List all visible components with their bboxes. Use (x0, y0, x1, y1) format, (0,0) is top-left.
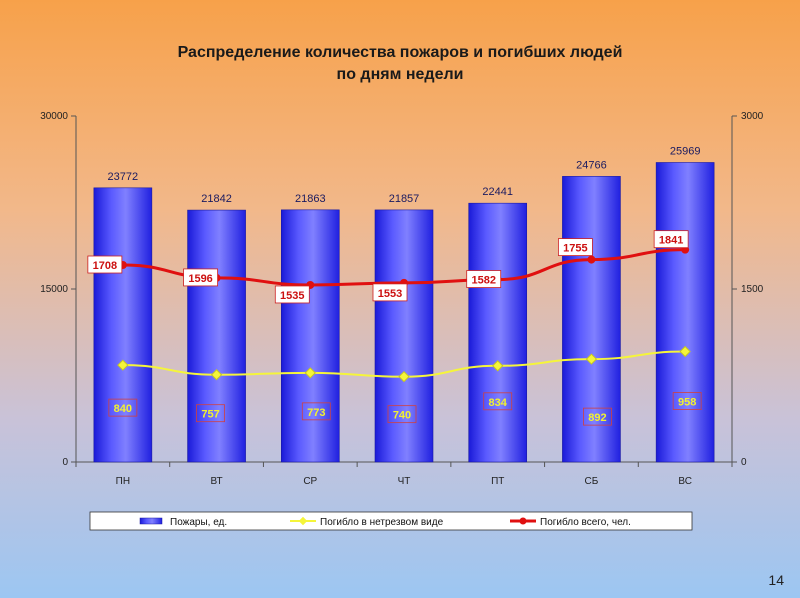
drunk-value-label: 840 (114, 403, 132, 415)
bar-fires (280, 209, 340, 463)
total-value-label: 1841 (659, 235, 683, 247)
drunk-value-label: 834 (489, 397, 508, 409)
drunk-label-box (301, 402, 331, 421)
total-value-label: 1755 (563, 243, 587, 255)
chart-title-line-2: по дням недели (336, 66, 464, 83)
point-deaths-drunk (679, 345, 691, 358)
bar-fires (468, 202, 528, 463)
drunk-label-box (196, 404, 225, 423)
total-value-label: 1535 (280, 290, 304, 302)
drunk-label-box (672, 392, 702, 410)
y-right-tick-label: 1500 (741, 284, 764, 295)
drunk-value-label: 757 (201, 409, 219, 421)
bar-value-label: 21842 (201, 193, 232, 205)
slide-number: 14 (768, 572, 784, 588)
bar-value-label: 25969 (670, 145, 701, 157)
total-value-label: 1596 (188, 273, 212, 285)
point-deaths-drunk (117, 359, 129, 371)
axes-layer: 0 15000 30000 0 1500 3000 ПН ВТ СР ЧТ ПТ СБ ВС (40, 111, 763, 487)
bar-fires (187, 209, 246, 463)
total-label-box (558, 238, 593, 256)
y-left-tick-label: 0 (62, 457, 68, 468)
y-left-tick-label: 15000 (40, 284, 68, 295)
drunk-label-box (483, 392, 513, 411)
total-label-box (372, 283, 408, 302)
y-right-tick-label: 3000 (741, 111, 764, 122)
drunk-label-box (108, 398, 138, 417)
bar-value-label: 24766 (576, 159, 607, 171)
total-label-box (653, 230, 689, 249)
point-deaths-drunk (398, 370, 410, 383)
y-right-tick-label: 0 (741, 457, 747, 468)
total-value-label: 1553 (378, 288, 402, 300)
x-tick-label: ВТ (211, 476, 223, 487)
bar-fires (93, 187, 153, 463)
point-deaths-drunk (492, 360, 504, 372)
x-tick-label: ЧТ (398, 476, 411, 487)
bar-fires (655, 162, 715, 463)
labels-layer: 23772 21842 21863 21857 22441 24766 25969 1708 1… (87, 145, 702, 426)
drunk-value-label: 892 (588, 412, 606, 424)
legend-swatch-fires (139, 517, 163, 525)
point-deaths-drunk (210, 369, 223, 381)
legend-label: Пожары, ед. (170, 517, 227, 528)
drunk-value-label: 773 (307, 407, 325, 419)
x-tick-label: СБ (585, 476, 599, 487)
y-left-tick-label: 30000 (40, 111, 68, 122)
total-label-box (183, 268, 218, 287)
point-deaths-drunk (304, 367, 316, 379)
x-tick-label: СР (303, 476, 317, 487)
bar-value-label: 23772 (108, 171, 139, 183)
legend-marker-drunk (298, 516, 308, 526)
total-label-box (274, 285, 310, 304)
x-tick-label: ПН (116, 476, 130, 487)
legend-marker-total (519, 517, 527, 525)
x-tick-label: ВС (678, 476, 692, 487)
total-label-box (87, 255, 123, 274)
bar-value-label: 21863 (295, 193, 326, 205)
legend-label: Погибло всего, чел. (540, 516, 631, 528)
drunk-label-box (387, 405, 417, 424)
bars-layer (93, 162, 715, 463)
total-value-label: 1708 (93, 260, 117, 272)
drunk-value-label: 958 (678, 397, 696, 409)
legend-label: Погибло в нетрезвом виде (320, 516, 444, 528)
chart-title-line-1: Распределение количества пожаров и погиб… (177, 44, 623, 61)
legend-box (89, 511, 693, 531)
bar-fires (374, 209, 434, 463)
bar-value-label: 22441 (482, 186, 513, 198)
drunk-label-box (583, 407, 612, 426)
x-tick-label: ПТ (491, 476, 504, 487)
total-value-label: 1582 (471, 275, 495, 287)
point-deaths-drunk (585, 353, 598, 365)
point-deaths-total (587, 255, 596, 264)
drunk-value-label: 740 (393, 410, 411, 422)
bar-fires (562, 176, 621, 463)
bar-value-label: 21857 (389, 193, 420, 205)
total-label-box (466, 270, 502, 288)
legend: Пожары, ед. Погибло в нетрезвом виде Погиб… (89, 511, 693, 531)
